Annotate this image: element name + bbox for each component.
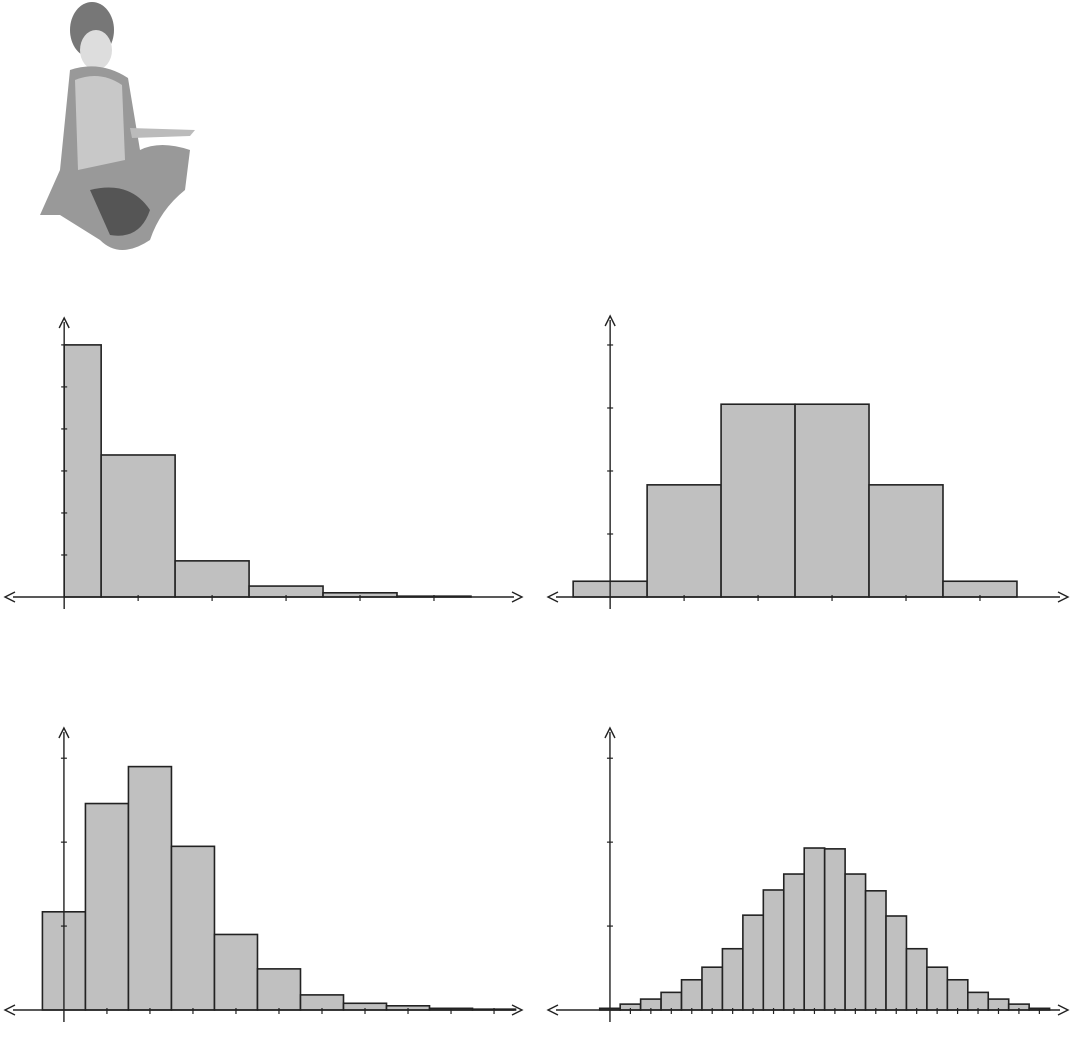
bar	[868, 484, 944, 598]
x-axis-arrow	[3, 591, 524, 603]
bar	[721, 947, 744, 1011]
bar	[299, 994, 345, 1011]
bar	[646, 484, 722, 598]
bar	[660, 991, 683, 1011]
bar	[942, 580, 1018, 598]
y-axis-arrow	[604, 726, 616, 739]
bar	[174, 560, 250, 598]
bar	[823, 848, 846, 1011]
bar	[84, 802, 130, 1011]
bar	[680, 978, 703, 1011]
bar	[967, 991, 990, 1011]
bar	[864, 890, 887, 1011]
y-axis-arrow	[58, 726, 70, 739]
bar	[926, 966, 949, 1011]
bar	[905, 947, 928, 1011]
x-axis-arrow	[3, 1004, 524, 1016]
bar	[742, 914, 765, 1011]
bar	[885, 915, 908, 1011]
y-axis-arrow	[58, 316, 70, 329]
y-axis-arrow	[604, 314, 616, 327]
bar	[701, 966, 724, 1011]
x-axis-arrow	[546, 591, 1070, 603]
bar	[213, 933, 259, 1011]
bar	[794, 403, 870, 598]
x-axis-arrow	[546, 1004, 1070, 1016]
bar	[720, 403, 796, 598]
bar	[762, 889, 785, 1011]
photo	[40, 2, 195, 250]
bar	[127, 765, 173, 1011]
bar	[844, 873, 867, 1011]
bar	[782, 873, 806, 1011]
bar	[63, 344, 102, 598]
bar	[170, 845, 216, 1011]
bar	[256, 968, 302, 1011]
bar	[100, 454, 176, 598]
bar	[946, 978, 969, 1011]
bar	[803, 847, 826, 1011]
